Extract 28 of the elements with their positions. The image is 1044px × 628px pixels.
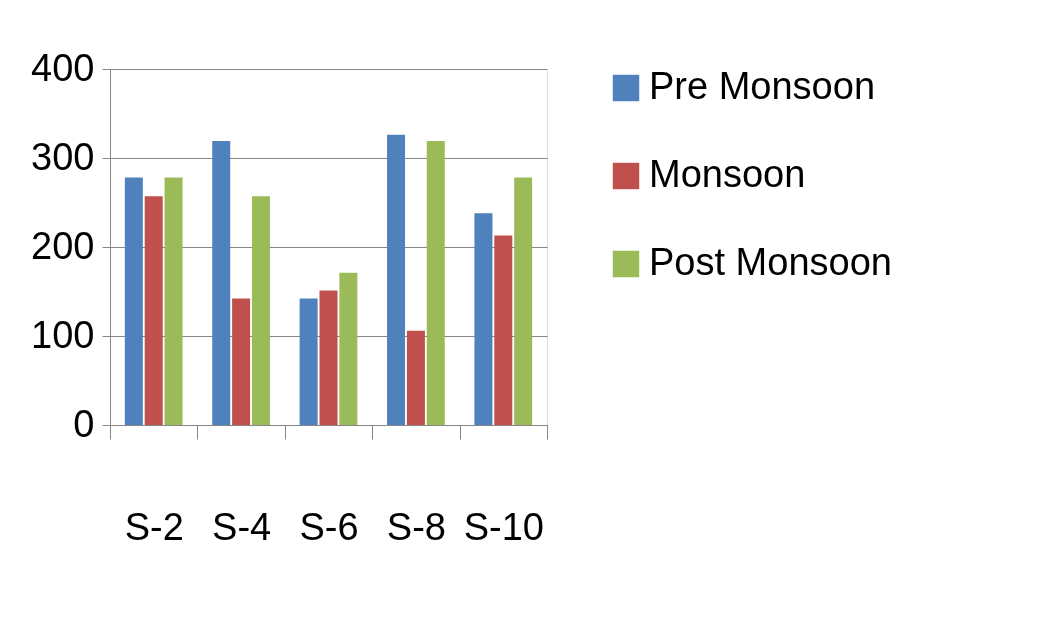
bar: [474, 213, 493, 425]
bar: [339, 272, 358, 425]
bar: [124, 177, 143, 425]
bar: [164, 177, 183, 425]
bar: [232, 298, 251, 425]
legend-label: Monsoon: [649, 153, 806, 195]
y-tick-label: 100: [31, 313, 95, 356]
x-tick-label: S-8: [386, 505, 446, 548]
y-tick-label: 0: [73, 402, 95, 445]
x-tick-label: S-2: [124, 505, 184, 548]
bar: [426, 141, 445, 425]
bar: [144, 196, 163, 425]
bar: [406, 330, 425, 425]
bar: [494, 235, 513, 425]
x-tick-label: S-4: [212, 505, 272, 548]
x-tick-label: S-10: [463, 505, 544, 548]
bar: [514, 177, 533, 425]
legend-label: Post Monsoon: [649, 241, 892, 283]
bar: [319, 290, 338, 425]
y-tick-label: 300: [31, 135, 95, 178]
y-tick-label: 200: [31, 224, 95, 267]
x-tick-label: S-6: [299, 505, 359, 548]
bar: [251, 196, 270, 425]
legend-label: Pre Monsoon: [649, 65, 876, 107]
bar: [212, 141, 231, 425]
bar: [299, 298, 318, 425]
y-tick-label: 400: [31, 46, 95, 89]
bar: [387, 134, 406, 425]
